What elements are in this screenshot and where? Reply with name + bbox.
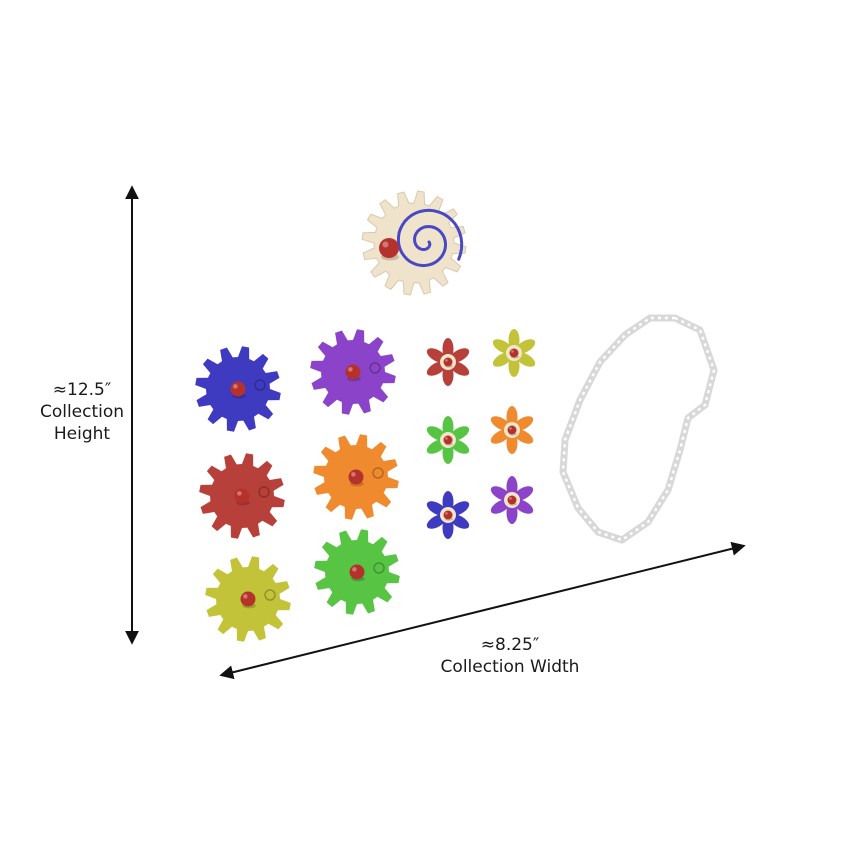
height-value: ≈12.5″	[52, 380, 112, 400]
flower-gear-set	[426, 329, 536, 539]
width-arrow	[219, 541, 746, 680]
peg-highlight	[382, 241, 389, 248]
gear-notch	[373, 562, 385, 574]
peg-knob	[443, 435, 453, 445]
peg-highlight	[509, 497, 512, 500]
peg-highlight	[445, 437, 448, 440]
peg-knob	[345, 364, 361, 380]
peg-knob	[240, 591, 256, 607]
peg-knob	[349, 564, 365, 580]
gear-yellow	[205, 556, 291, 642]
flower-yellow	[492, 329, 536, 377]
gear-green	[314, 529, 400, 615]
large-spiral-gear	[361, 190, 467, 296]
peg-knob	[443, 510, 453, 520]
peg-highlight	[352, 567, 357, 572]
peg-highlight	[348, 367, 353, 372]
flower-orange	[490, 406, 534, 454]
height-caption: Collection Height	[22, 401, 142, 445]
peg-knob	[509, 348, 519, 358]
peg-knob	[230, 381, 246, 397]
gear-notch	[254, 379, 266, 391]
peg-highlight	[243, 594, 248, 599]
peg-knob	[234, 488, 250, 504]
flower-red	[426, 338, 470, 386]
height-caption-word: Collection	[39, 402, 125, 422]
peg-highlight	[237, 491, 242, 496]
flower-purple	[490, 476, 534, 524]
width-dimension-label: ≈8.25″ Collection Width	[400, 634, 620, 678]
height-caption-word: Height	[53, 424, 111, 444]
gear-orange	[313, 434, 399, 520]
flower-blue	[426, 491, 470, 539]
height-dimension-label: ≈12.5″ Collection Height	[22, 379, 142, 445]
gear-blue	[195, 346, 281, 432]
gear-notch	[369, 362, 381, 374]
chain-links	[561, 316, 716, 542]
peg-highlight	[445, 512, 448, 515]
gear-notch	[258, 486, 270, 498]
gear-purple	[310, 329, 396, 415]
gear-set	[195, 329, 400, 642]
spiral-groove	[396, 208, 464, 268]
peg-highlight	[445, 359, 448, 362]
gear-notch	[264, 589, 276, 601]
peg-knob	[507, 425, 517, 435]
peg-knob	[507, 495, 517, 505]
peg-highlight	[233, 384, 238, 389]
peg-knob	[443, 357, 453, 367]
chain-loop	[559, 314, 718, 544]
gear-red	[199, 453, 285, 539]
peg-knob	[348, 469, 364, 485]
flower-green	[426, 416, 470, 464]
peg-knob	[379, 238, 399, 258]
width-caption: Collection Width	[440, 657, 580, 677]
gear-notch	[372, 467, 384, 479]
peg-highlight	[511, 350, 514, 353]
peg-highlight	[351, 472, 356, 477]
width-value: ≈8.25″	[480, 635, 540, 655]
peg-highlight	[509, 427, 512, 430]
chain-body	[559, 314, 718, 544]
